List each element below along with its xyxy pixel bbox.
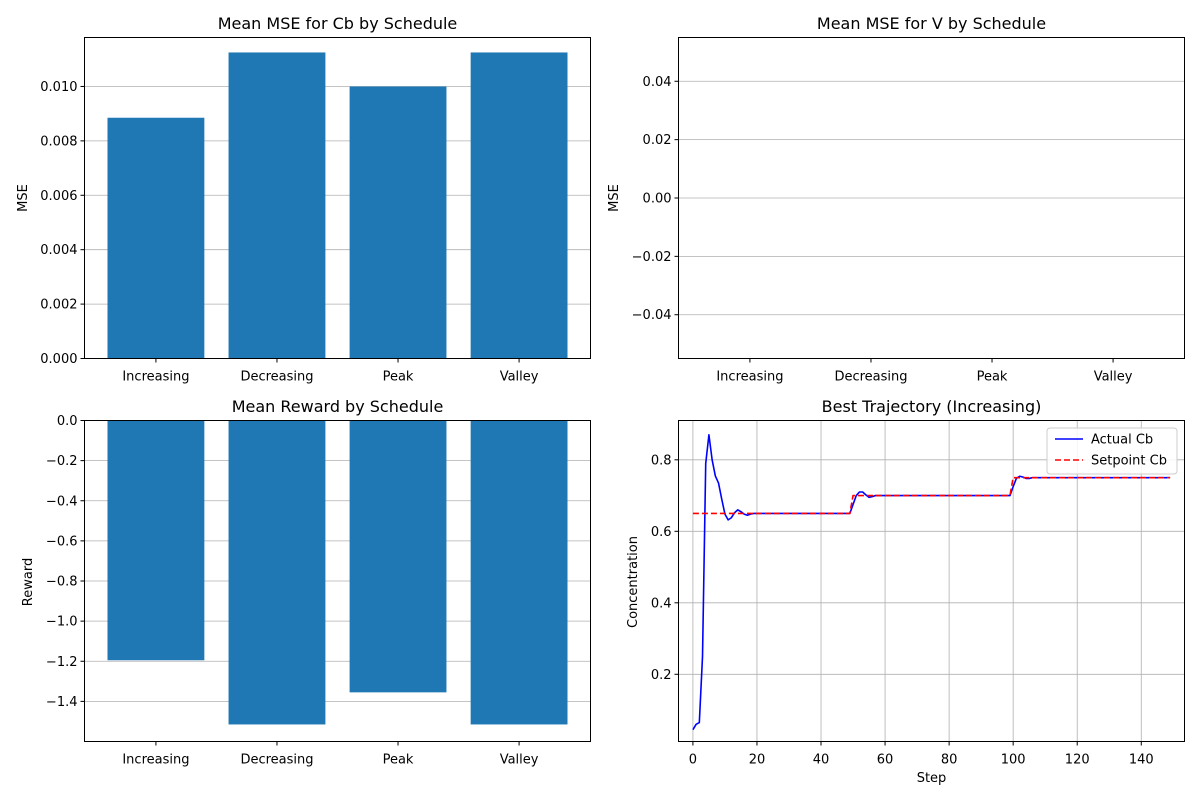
plot-frame <box>678 37 1185 359</box>
panel-mean-mse-v: Mean MSE for V by Schedule MSE −0.04 −0.0… <box>607 14 1185 385</box>
y-tick-label: 0.00 <box>643 192 672 207</box>
chart-title: Mean MSE for Cb by Schedule <box>218 14 458 33</box>
y-tick-label: 0.4 <box>651 596 672 611</box>
y-tick-label: 0.0 <box>57 414 78 429</box>
panel-best-trajectory: Best Trajectory (Increasing) Concentrati… <box>626 397 1185 786</box>
y-tick-label: −0.02 <box>632 250 672 265</box>
legend-label-setpoint-cb: Setpoint Cb <box>1091 454 1167 469</box>
legend-label-actual-cb: Actual Cb <box>1091 433 1153 448</box>
bar <box>470 52 568 359</box>
x-tick-label: Increasing <box>122 370 189 385</box>
x-tick-label: 120 <box>1065 753 1090 768</box>
y-tick-label: −0.04 <box>632 308 672 323</box>
y-tick-label: −0.8 <box>46 575 78 590</box>
x-tick-label: Peak <box>977 370 1008 385</box>
x-tick-label: Increasing <box>122 753 189 768</box>
y-tick-label: −1.0 <box>46 615 78 630</box>
bar <box>107 420 205 661</box>
plot-frame <box>678 420 1185 742</box>
bar <box>107 117 205 359</box>
y-tick-label: 0.8 <box>651 453 672 468</box>
panel-mean-reward: Mean Reward by Schedule Reward −1.4 −1.2 −… <box>21 397 591 768</box>
x-tick-label: Peak <box>383 370 414 385</box>
y-tick-label: 0.6 <box>651 525 672 540</box>
y-tick-label: 0.2 <box>651 668 672 683</box>
y-tick-label: 0.006 <box>40 189 77 204</box>
y-tick-label: 0.02 <box>643 133 672 148</box>
y-tick-label: 0.008 <box>40 134 77 149</box>
x-tick-label: Decreasing <box>240 753 313 768</box>
y-tick-label: −1.4 <box>46 695 78 710</box>
x-tick-label: Valley <box>500 753 539 768</box>
x-tick-label: 140 <box>1129 753 1154 768</box>
panel-mean-mse-cb: Mean MSE for Cb by Schedule MSE 0.000 0.0… <box>16 14 591 385</box>
x-tick-label: Valley <box>500 370 539 385</box>
x-tick-label: Decreasing <box>240 370 313 385</box>
x-tick-label: 60 <box>877 753 894 768</box>
x-tick-label: 100 <box>1001 753 1026 768</box>
x-tick-label: Decreasing <box>834 370 907 385</box>
y-tick-label: 0.010 <box>40 80 77 95</box>
chart-title: Best Trajectory (Increasing) <box>822 397 1042 416</box>
bar <box>349 420 447 693</box>
y-tick-label: −0.6 <box>46 534 78 549</box>
x-tick-label: 0 <box>689 753 697 768</box>
x-tick-label: Peak <box>383 753 414 768</box>
legend: Actual Cb Setpoint Cb <box>1046 427 1178 475</box>
x-axis-label: Step <box>917 771 947 786</box>
x-tick-label: 80 <box>941 753 958 768</box>
y-axis-label: MSE <box>607 184 622 212</box>
y-tick-label: −0.2 <box>46 454 78 469</box>
bar <box>349 86 447 359</box>
bar <box>228 52 326 359</box>
y-axis-label: MSE <box>16 184 31 212</box>
y-axis-label: Concentration <box>626 536 641 628</box>
y-tick-label: 0.002 <box>40 298 77 313</box>
y-axis-label: Reward <box>21 558 36 606</box>
x-tick-label: 20 <box>749 753 766 768</box>
y-tick-label: 0.04 <box>643 75 672 90</box>
y-tick-label: −0.4 <box>46 494 78 509</box>
chart-title: Mean MSE for V by Schedule <box>817 14 1046 33</box>
plot-frame <box>84 420 591 742</box>
bar <box>228 420 326 725</box>
y-tick-label: 0.004 <box>40 243 77 258</box>
chart-title: Mean Reward by Schedule <box>232 397 444 416</box>
bar <box>470 420 568 725</box>
y-tick-label: −1.2 <box>46 655 78 670</box>
x-tick-label: Valley <box>1094 370 1133 385</box>
y-tick-label: 0.000 <box>40 352 77 367</box>
series-line-setpoint-cb <box>692 476 1171 515</box>
x-tick-label: Increasing <box>716 370 783 385</box>
x-tick-label: 40 <box>813 753 830 768</box>
plot-frame <box>84 37 591 359</box>
